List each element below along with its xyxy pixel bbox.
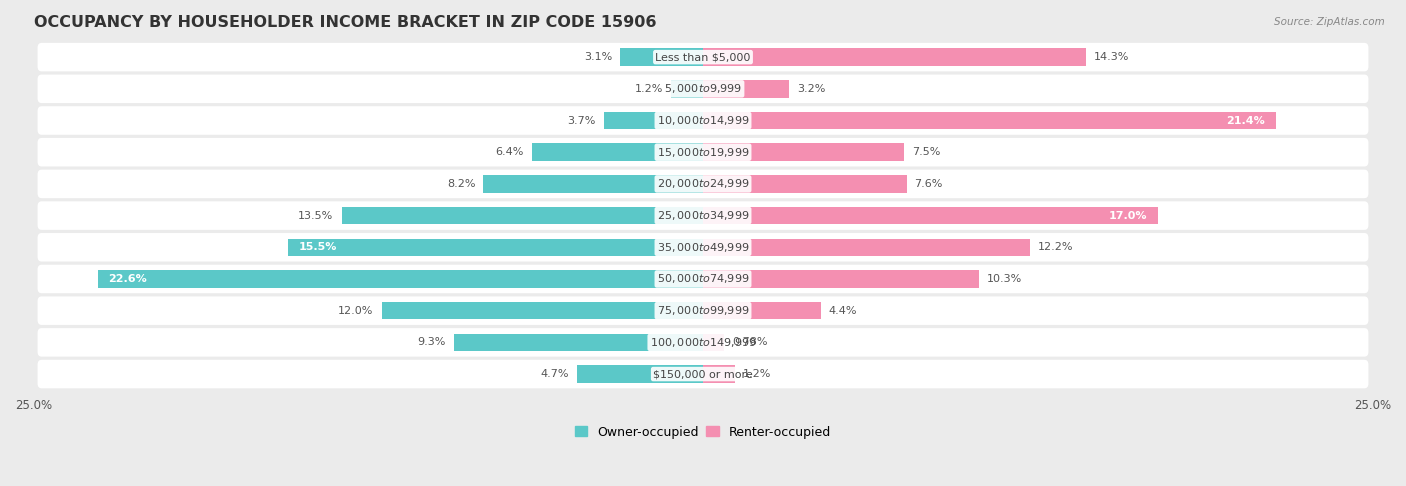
Legend: Owner-occupied, Renter-occupied: Owner-occupied, Renter-occupied: [569, 420, 837, 444]
Text: $25,000 to $34,999: $25,000 to $34,999: [657, 209, 749, 222]
Bar: [605, 112, 703, 129]
Text: 7.5%: 7.5%: [912, 147, 941, 157]
Text: $5,000 to $9,999: $5,000 to $9,999: [664, 82, 742, 95]
Bar: [703, 112, 1277, 129]
Text: $75,000 to $99,999: $75,000 to $99,999: [657, 304, 749, 317]
FancyBboxPatch shape: [38, 138, 1368, 167]
Text: 3.2%: 3.2%: [797, 84, 825, 94]
Bar: [576, 365, 703, 383]
Bar: [703, 239, 1029, 256]
Text: 1.2%: 1.2%: [634, 84, 662, 94]
FancyBboxPatch shape: [38, 201, 1368, 230]
Bar: [454, 334, 703, 351]
Text: 1.2%: 1.2%: [744, 369, 772, 379]
Text: 4.4%: 4.4%: [830, 306, 858, 316]
Text: $15,000 to $19,999: $15,000 to $19,999: [657, 146, 749, 159]
Text: $150,000 or more: $150,000 or more: [654, 369, 752, 379]
Text: $50,000 to $74,999: $50,000 to $74,999: [657, 273, 749, 285]
Text: $20,000 to $24,999: $20,000 to $24,999: [657, 177, 749, 191]
Text: 22.6%: 22.6%: [108, 274, 148, 284]
Text: 8.2%: 8.2%: [447, 179, 475, 189]
Text: Less than $5,000: Less than $5,000: [655, 52, 751, 62]
Bar: [703, 270, 979, 288]
Text: 6.4%: 6.4%: [495, 147, 523, 157]
Text: 17.0%: 17.0%: [1109, 210, 1147, 221]
Bar: [342, 207, 703, 225]
FancyBboxPatch shape: [38, 265, 1368, 293]
Text: 21.4%: 21.4%: [1226, 116, 1265, 125]
Bar: [671, 80, 703, 98]
Text: OCCUPANCY BY HOUSEHOLDER INCOME BRACKET IN ZIP CODE 15906: OCCUPANCY BY HOUSEHOLDER INCOME BRACKET …: [34, 15, 657, 30]
Text: 4.7%: 4.7%: [541, 369, 569, 379]
Bar: [381, 302, 703, 319]
Bar: [288, 239, 703, 256]
Text: 9.3%: 9.3%: [418, 337, 446, 347]
FancyBboxPatch shape: [38, 233, 1368, 261]
FancyBboxPatch shape: [38, 296, 1368, 325]
Bar: [703, 175, 907, 192]
Text: Source: ZipAtlas.com: Source: ZipAtlas.com: [1274, 17, 1385, 27]
FancyBboxPatch shape: [38, 106, 1368, 135]
Bar: [703, 49, 1085, 66]
FancyBboxPatch shape: [38, 328, 1368, 357]
Text: 15.5%: 15.5%: [298, 243, 337, 252]
Bar: [98, 270, 703, 288]
Bar: [703, 207, 1159, 225]
Text: 7.6%: 7.6%: [914, 179, 943, 189]
Text: 14.3%: 14.3%: [1094, 52, 1129, 62]
Text: 0.78%: 0.78%: [733, 337, 768, 347]
Text: 13.5%: 13.5%: [298, 210, 333, 221]
Text: 3.1%: 3.1%: [583, 52, 612, 62]
FancyBboxPatch shape: [38, 43, 1368, 71]
Bar: [703, 80, 789, 98]
Text: $35,000 to $49,999: $35,000 to $49,999: [657, 241, 749, 254]
Bar: [703, 302, 821, 319]
Text: 3.7%: 3.7%: [568, 116, 596, 125]
Bar: [703, 365, 735, 383]
FancyBboxPatch shape: [38, 170, 1368, 198]
Bar: [703, 143, 904, 161]
FancyBboxPatch shape: [38, 360, 1368, 388]
Text: 12.0%: 12.0%: [339, 306, 374, 316]
Text: 10.3%: 10.3%: [987, 274, 1022, 284]
Bar: [703, 334, 724, 351]
Bar: [620, 49, 703, 66]
Bar: [484, 175, 703, 192]
Text: $10,000 to $14,999: $10,000 to $14,999: [657, 114, 749, 127]
FancyBboxPatch shape: [38, 74, 1368, 103]
Text: 12.2%: 12.2%: [1038, 243, 1073, 252]
Bar: [531, 143, 703, 161]
Text: $100,000 to $149,999: $100,000 to $149,999: [650, 336, 756, 349]
